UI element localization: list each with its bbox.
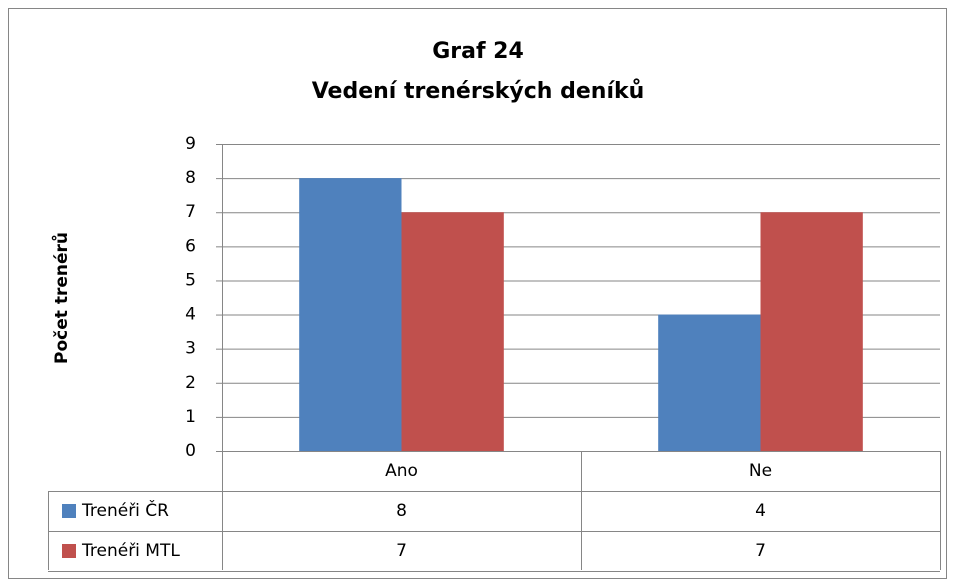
table-value: 8 [396, 501, 407, 521]
x-tick-label: Ne [749, 461, 772, 481]
y-tick-label: 0 [185, 441, 196, 461]
chart-subtitle: Vedení trenérských deníků [312, 79, 645, 104]
bar [401, 212, 504, 451]
legend-swatch [62, 544, 76, 558]
y-tick-label: 5 [185, 270, 196, 290]
x-tick-label: Ano [385, 461, 418, 481]
bar [658, 314, 761, 451]
table-value: 7 [396, 541, 407, 561]
chart-title: Graf 24 [432, 39, 524, 64]
table-value: 4 [755, 501, 766, 521]
y-tick-label: 9 [185, 134, 196, 154]
y-axis-title: Počet trenérů [50, 232, 72, 364]
bar [760, 212, 863, 451]
y-tick-label: 2 [185, 373, 196, 393]
y-tick-label: 1 [185, 407, 196, 427]
y-tick-label: 7 [185, 202, 196, 222]
legend-label: Trenéři ČR [81, 499, 169, 521]
legend-swatch [62, 504, 76, 518]
table-value: 7 [755, 541, 766, 561]
y-tick-label: 6 [185, 236, 196, 256]
legend-label: Trenéři MTL [81, 541, 180, 561]
y-tick-label: 3 [185, 339, 196, 359]
y-tick-label: 4 [185, 305, 196, 325]
y-tick-label: 8 [185, 168, 196, 188]
bar [299, 178, 402, 451]
